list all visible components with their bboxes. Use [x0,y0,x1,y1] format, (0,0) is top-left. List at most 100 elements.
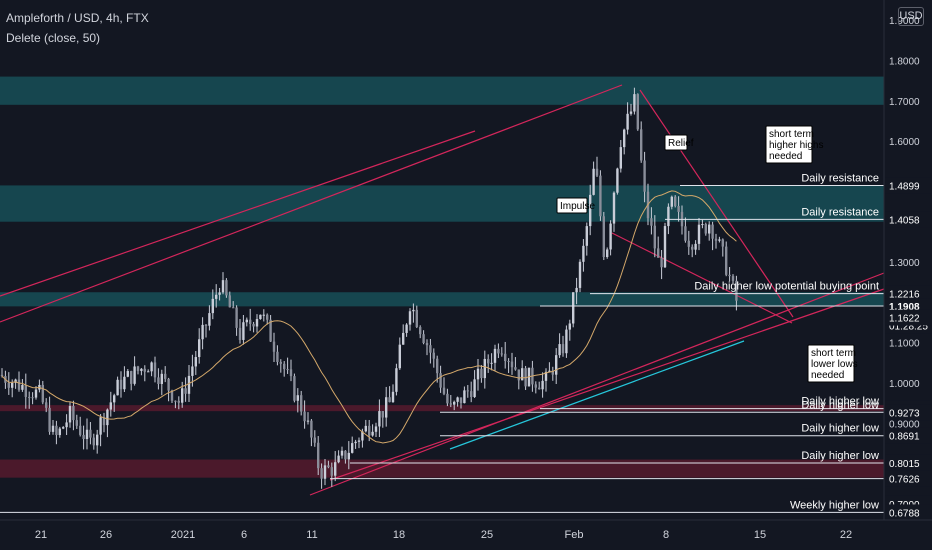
candle-body [24,384,27,397]
price-badge-label: 1.1908 [889,302,920,313]
time-axis: 21 26 2021 6 11 18 25 Feb 8 15 22 [0,519,932,550]
candle-body [160,373,163,384]
channel-line [611,232,793,324]
candle-body [109,402,112,410]
candle-body [449,403,452,405]
candle-body [211,298,214,314]
cyan-zone [0,185,884,222]
time-tick-label: 11 [306,529,317,541]
candle-body [660,257,663,268]
time-tick-label: 8 [663,529,669,541]
candles [0,87,738,489]
candle-body [245,319,248,323]
candle-body [419,327,422,335]
price-badge-label: 0.7626 [889,475,920,486]
price-badge: 0.8691 [885,427,931,444]
candle-body [385,397,388,418]
candle-body [262,314,265,316]
candle-body [279,361,282,364]
price-badge: 1.1622 [885,309,931,326]
candle-body [541,380,544,390]
price-tick-label: 1.8000 [889,56,920,67]
candle-body [242,322,245,340]
candle-body [303,411,306,422]
candle-body [572,292,575,324]
candle-body [7,382,10,388]
candle-body [126,371,129,377]
candle-body [721,239,724,247]
candle-body [398,344,401,369]
candle-body [408,311,412,325]
candle-body [456,397,459,402]
price-tick-label: 1.6000 [889,137,920,148]
candle-body [446,393,449,404]
candle-body [619,147,622,169]
candle-body [221,280,225,293]
price-badge-background [885,211,931,228]
time-tick-label: 21 [35,529,47,541]
time-tick-label: 15 [754,529,766,541]
candle-body [215,294,218,299]
candle-body [480,368,483,379]
moving-average-line [1,190,737,444]
candle-body [725,246,728,275]
candle-body [85,429,89,440]
red-zone [0,459,884,478]
price-badge-background [885,470,931,487]
candle-body [663,226,667,268]
candle-body [415,309,418,328]
candle-body [616,168,619,193]
candle-body [340,450,344,456]
price-badge-background [885,309,931,326]
candle-body [75,420,78,426]
candle-body [208,313,211,326]
candle-body [79,425,82,435]
candle-body [194,357,197,367]
candle-body [252,323,255,327]
level-label: Daily resistance [801,206,879,218]
candle-body [96,434,99,446]
candle-body [402,332,405,345]
price-tick-label: 1.1000 [889,339,920,350]
candle-body [534,384,537,388]
candle-body [493,348,497,363]
candle-body [483,358,486,379]
candle-body [643,160,646,192]
candle-body [51,425,55,432]
candle-body [266,314,269,320]
candle-body [602,216,605,258]
candle-body [191,366,194,376]
candle-body [507,361,510,363]
currency-button[interactable]: USD [898,7,924,26]
time-axis-background [0,520,932,550]
candle-body [259,314,262,320]
price-badge-label: 1.4058 [889,215,920,226]
time-tick-label: Feb [565,529,584,541]
candle-body [439,373,442,388]
candle-body [514,367,517,370]
level-label: Daily resistance [801,172,879,184]
annotation-text: lower lows [811,359,858,370]
candle-body [500,353,503,355]
candle-body [578,261,582,288]
candle-body [45,402,48,408]
candle-body [113,395,116,403]
price-tick-label: 1.9000 [889,16,920,27]
candle-body [633,94,636,112]
candle-body [714,238,718,241]
candle-body [150,362,153,372]
candle-body [368,425,371,436]
candle-body [612,192,616,224]
candle-body [130,371,133,384]
time-tick-label: 6 [241,529,247,541]
candle-body [405,324,408,333]
candle-body [517,369,520,381]
indicator-label[interactable]: Delete (close, 50) [6,31,101,45]
candle-body [269,319,272,342]
candle-body [31,397,34,399]
candle-body [317,442,320,469]
candle-body [153,362,157,378]
